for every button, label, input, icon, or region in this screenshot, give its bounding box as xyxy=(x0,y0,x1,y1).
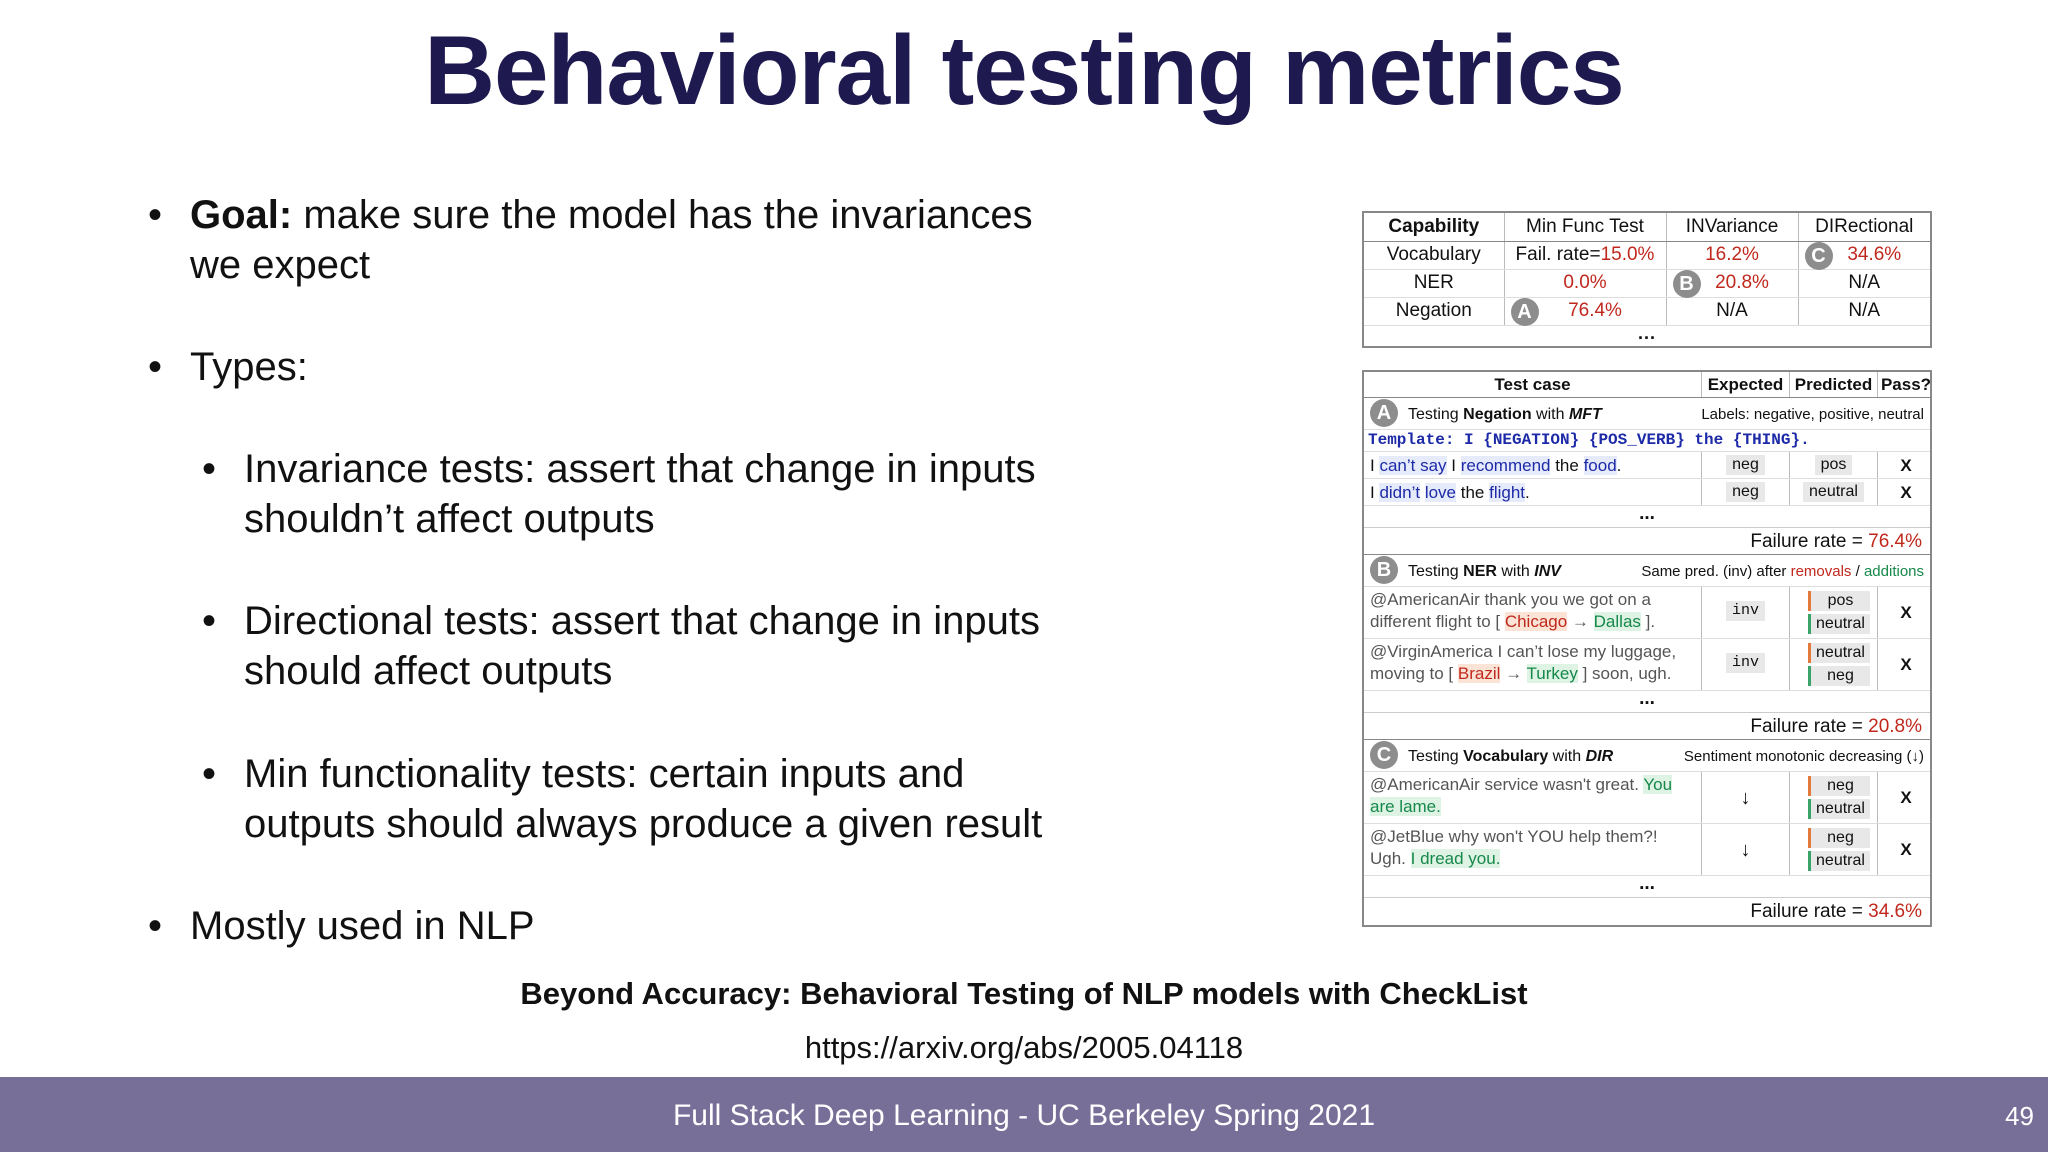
table-row: @AmericanAir service wasn't great. You ar… xyxy=(1364,772,1930,824)
mft-text-1: Min functionality tests: certain inputs … xyxy=(244,752,965,796)
table-row: @JetBlue why won't YOU help them?! Ugh. I… xyxy=(1364,824,1930,876)
goal-text-cont: we expect xyxy=(190,243,371,287)
bullet-dot: • xyxy=(148,345,163,389)
table-row: Negation A 76.4% N/A N/A xyxy=(1364,297,1930,326)
badge-b: B xyxy=(1672,269,1701,298)
badge-b: B xyxy=(1370,556,1398,584)
col-min-func-test: Min Func Test xyxy=(1504,213,1667,242)
detail-table: Test case Expected Predicted Pass? A Tes… xyxy=(1362,370,1932,927)
table-row: @VirginAmerica I can’t lose my luggage, m… xyxy=(1364,639,1930,691)
table-ellipsis: ... xyxy=(1364,689,1930,713)
col-capability: Capability xyxy=(1364,213,1505,242)
labels-text: Labels: negative, positive, neutral xyxy=(1701,406,1924,423)
page-number: 49 xyxy=(2005,1101,2034,1131)
table-ellipsis: ... xyxy=(1364,504,1930,528)
section-a-header: A Testing Negation with MFT Labels: nega… xyxy=(1364,398,1930,430)
detail-header: Test case Expected Predicted Pass? xyxy=(1364,372,1931,398)
table-row: Vocabulary Fail. rate=15.0% 16.2% C 34.6% xyxy=(1364,241,1930,270)
table-ellipsis: ... xyxy=(1364,874,1930,898)
table-row: NER 0.0% B 20.8% N/A xyxy=(1364,269,1930,298)
badge-a: A xyxy=(1510,297,1539,326)
bullet-dot: • xyxy=(202,447,217,491)
directional-text-1: Directional tests: assert that change in… xyxy=(244,599,1040,643)
invariance-text-2: shouldn’t affect outputs xyxy=(244,497,655,541)
footer-bar: Full Stack Deep Learning - UC Berkeley S… xyxy=(0,1077,2048,1152)
failure-rate-b: Failure rate = 20.8% xyxy=(1364,713,1930,740)
footer-text: Full Stack Deep Learning - UC Berkeley S… xyxy=(672,1099,1376,1132)
slide-title: Behavioral testing metrics xyxy=(424,15,1624,125)
template-text: Template: I {NEGATION} {POS_VERB} the {T… xyxy=(1368,431,1810,449)
table-row: I can’t say I recommend the food. neg po… xyxy=(1364,452,1930,479)
col-invariance: INVariance xyxy=(1666,213,1799,242)
bullet-dot: • xyxy=(202,752,217,796)
table-ellipsis: ... xyxy=(1637,322,1656,343)
invariance-text-1: Invariance tests: assert that change in … xyxy=(244,447,1036,491)
goal-text: make sure the model has the invariances xyxy=(303,193,1033,237)
badge-c: C xyxy=(1804,241,1833,270)
badge-c: C xyxy=(1370,741,1398,769)
bullet-dot: • xyxy=(202,599,217,643)
bullet-dot: • xyxy=(148,904,163,948)
table-row: I didn’t love the flight. neg neutral X xyxy=(1364,479,1930,506)
nlp-text: Mostly used in NLP xyxy=(190,904,535,948)
mft-text-2: outputs should always produce a given re… xyxy=(244,802,1043,846)
section-c-header: C Testing Vocabulary with DIR Sentiment … xyxy=(1364,740,1930,772)
bullet-dot: • xyxy=(148,193,163,237)
reference-title: Beyond Accuracy: Behavioral Testing of N… xyxy=(520,976,1528,1011)
failure-rate-c: Failure rate = 34.6% xyxy=(1750,901,1922,922)
table-row: @AmericanAir thank you we got on a differ… xyxy=(1364,587,1930,639)
directional-text-2: should affect outputs xyxy=(244,649,613,693)
failure-rate-a: Failure rate = 76.4% xyxy=(1364,528,1930,555)
section-b-header: B Testing NER with INV Same pred. (inv) … xyxy=(1364,555,1930,587)
types-text: Types: xyxy=(190,345,308,389)
badge-a: A xyxy=(1370,399,1398,427)
template-row: Template: I {NEGATION} {POS_VERB} the {T… xyxy=(1364,430,1930,452)
reference-link[interactable]: https://arxiv.org/abs/2005.04118 xyxy=(804,1030,1244,1065)
goal-label: Goal: xyxy=(190,193,293,237)
summary-table: Capability Min Func Test INVariance DIRe… xyxy=(1362,211,1932,348)
col-directional: DIRectional xyxy=(1798,213,1930,242)
